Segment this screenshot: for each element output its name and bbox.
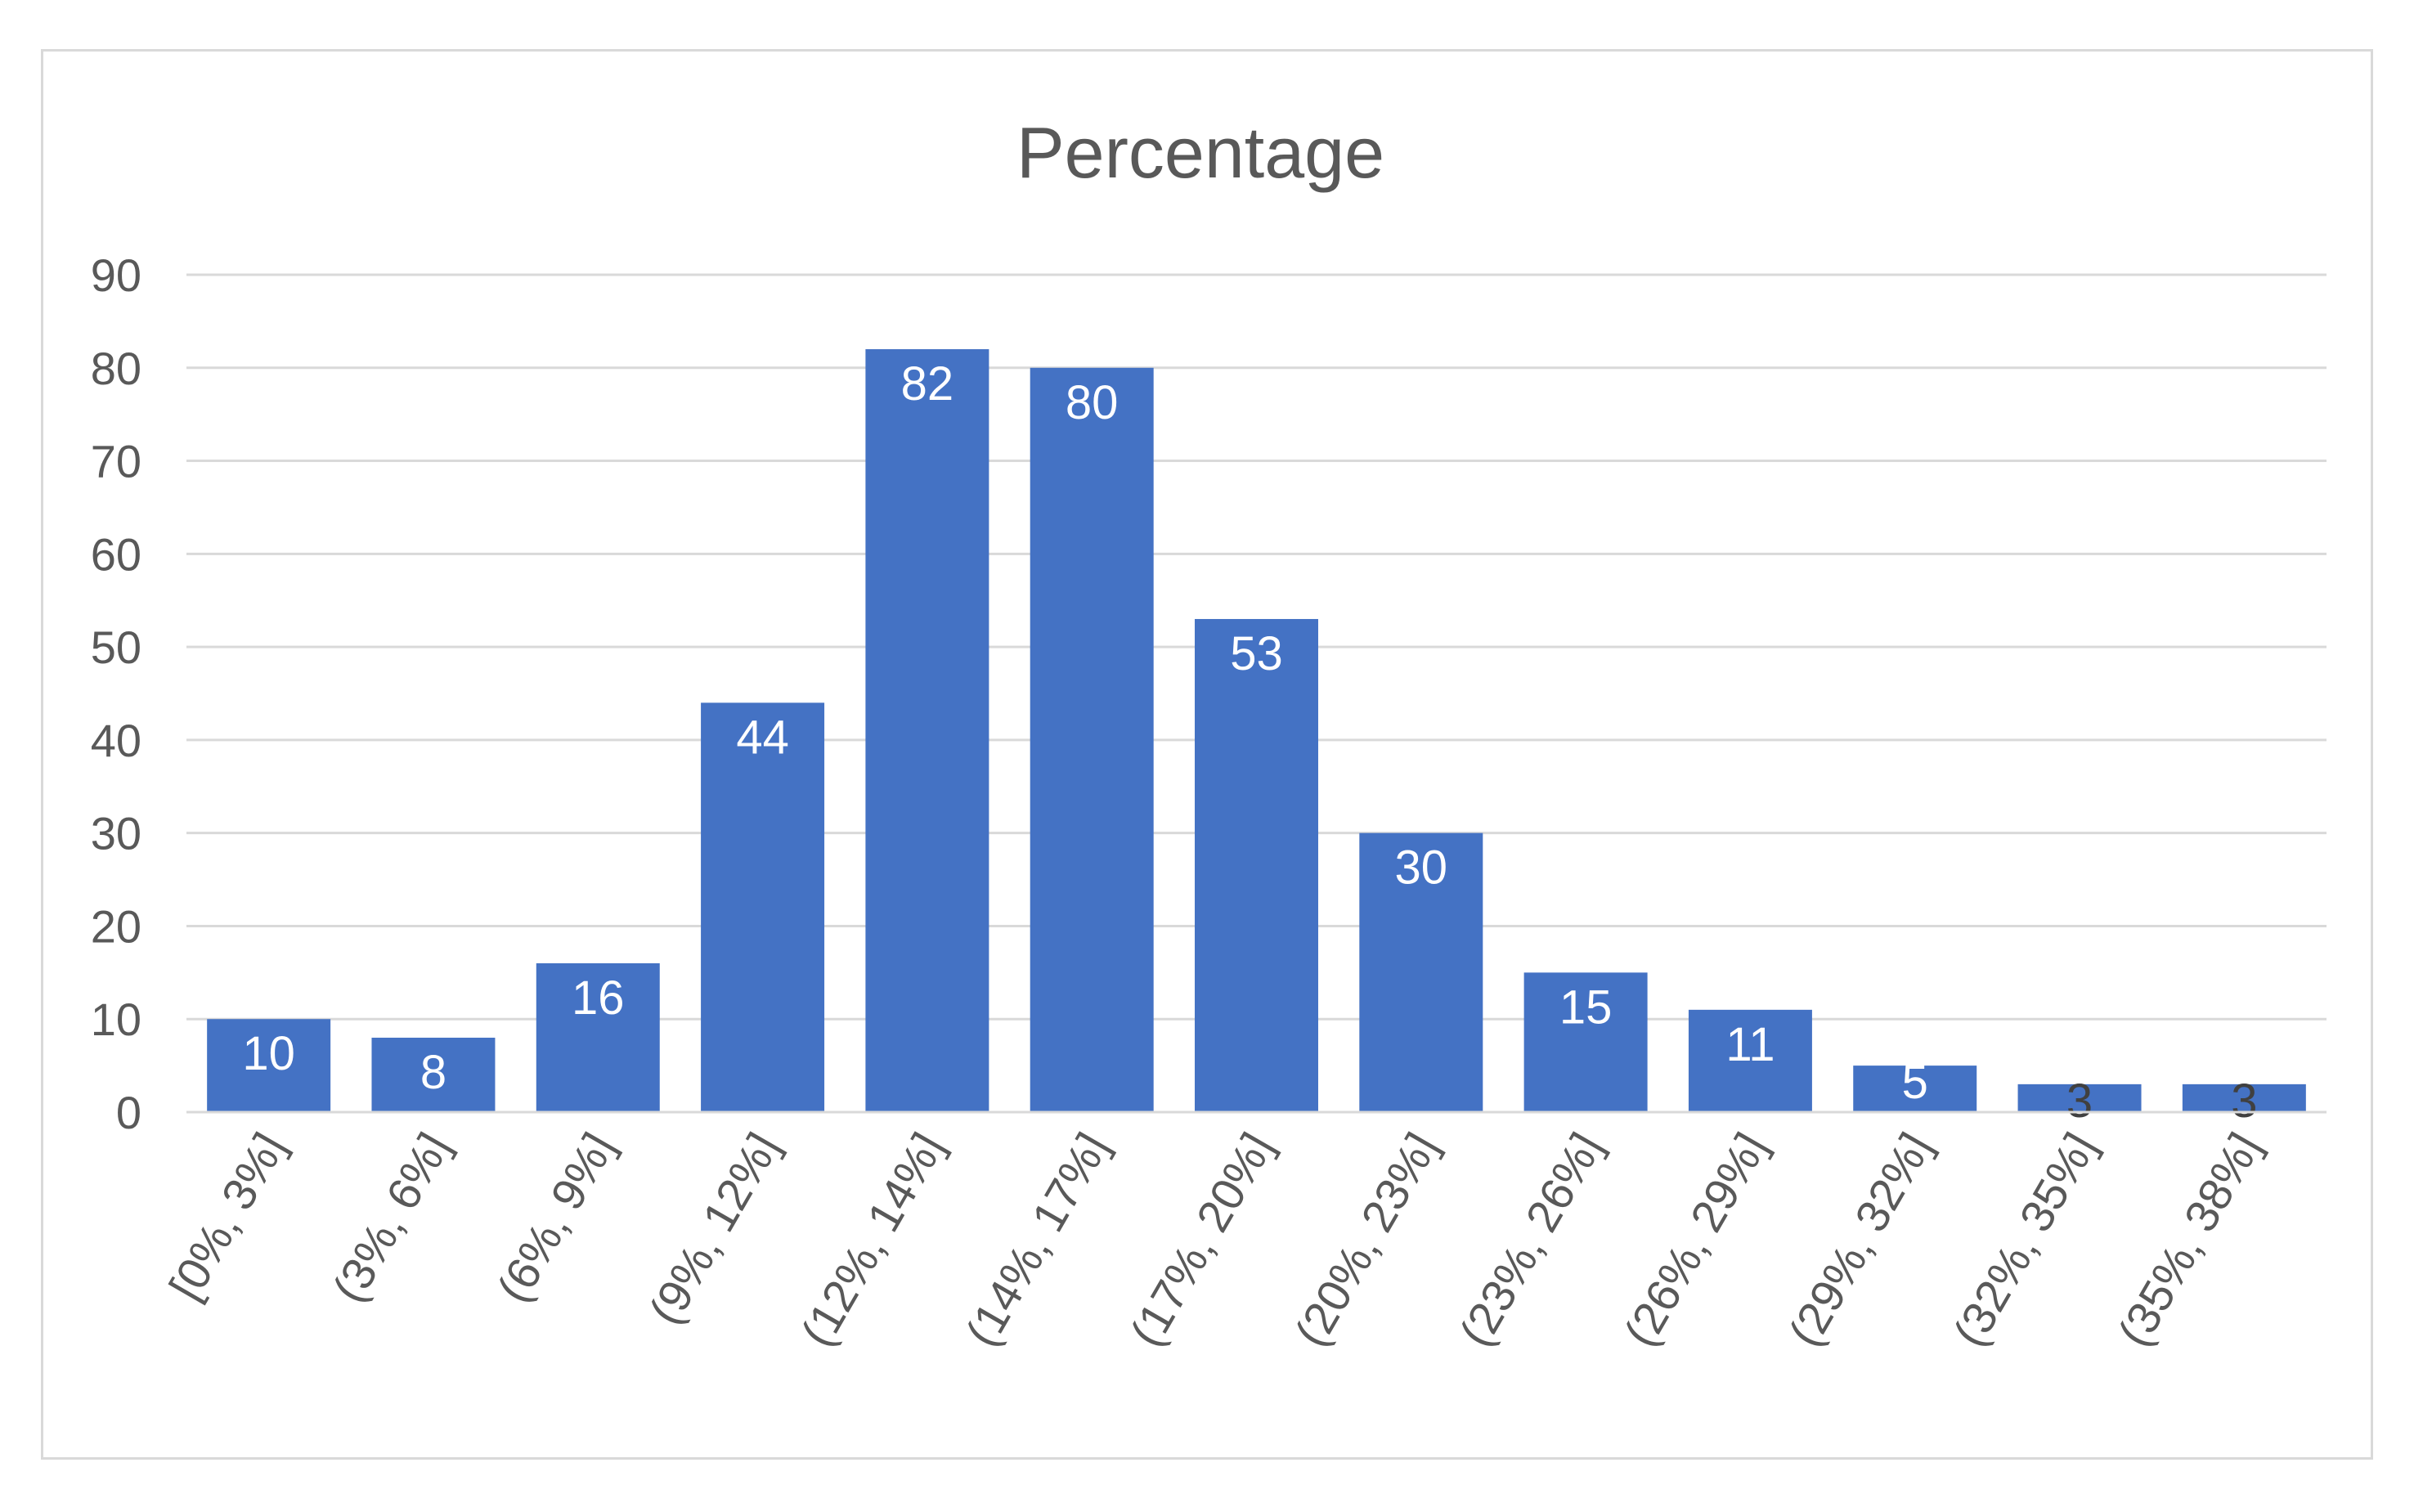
- bar: [701, 702, 825, 1112]
- x-tick-label: (32%, 35%]: [1943, 1124, 2106, 1355]
- bar: [371, 1037, 496, 1112]
- data-label: 15: [1559, 980, 1613, 1034]
- y-tick-label: 80: [91, 343, 141, 394]
- x-tick-label: (9%, 12%]: [639, 1124, 789, 1333]
- bar: [207, 1019, 331, 1112]
- x-tick-label: (35%, 38%]: [2107, 1124, 2270, 1355]
- y-tick-label: 30: [91, 808, 141, 859]
- x-tick-label: (6%, 9%]: [487, 1124, 625, 1311]
- x-tick-label: (20%, 23%]: [1285, 1124, 1447, 1354]
- y-tick-label: 50: [91, 621, 141, 673]
- bar: [1853, 1066, 1977, 1112]
- y-tick-label: 20: [91, 900, 141, 952]
- y-tick-label: 10: [91, 994, 141, 1045]
- data-label: 3: [2066, 1075, 2093, 1128]
- x-tick-label: (23%, 26%]: [1449, 1124, 1612, 1354]
- bar: [1523, 972, 1648, 1112]
- x-tick-label: (17%, 20%]: [1120, 1124, 1283, 1355]
- data-label: 80: [1066, 376, 1119, 429]
- x-tick-label: (12%, 14%]: [791, 1124, 953, 1355]
- data-label: 44: [736, 711, 789, 764]
- bar: [536, 962, 660, 1112]
- x-tick-label: [0%, 3%]: [159, 1124, 295, 1309]
- bar: [2182, 1084, 2306, 1112]
- y-tick-label: 0: [116, 1087, 141, 1138]
- x-tick-label: (26%, 29%]: [1614, 1124, 1777, 1355]
- y-tick-label: 70: [91, 436, 141, 487]
- data-label: 5: [1902, 1056, 1928, 1109]
- y-tick-label: 40: [91, 715, 141, 766]
- bars: [207, 349, 2306, 1112]
- data-label: 53: [1230, 627, 1283, 680]
- data-label: 11: [1725, 1018, 1775, 1071]
- x-axis-ticks: [0%, 3%] (3%, 6%] (6%, 9%] (9%, 12%] (12%, 1…: [159, 1124, 2270, 1354]
- y-tick-label: 90: [91, 249, 141, 301]
- bar: [1688, 1009, 1812, 1112]
- bar: [2017, 1084, 2142, 1112]
- x-tick-label: (3%, 6%]: [322, 1124, 460, 1311]
- bar: [1195, 618, 1318, 1112]
- data-label: 3: [2231, 1075, 2257, 1128]
- data-label: 82: [901, 357, 954, 411]
- y-tick-label: 60: [91, 528, 141, 580]
- bar: [1030, 367, 1154, 1112]
- bar: [865, 349, 989, 1112]
- x-tick-label: (29%, 32%]: [1779, 1124, 1941, 1355]
- data-label: 10: [242, 1027, 295, 1080]
- x-tick-label: (14%, 17%]: [955, 1124, 1118, 1355]
- bar: [1359, 832, 1483, 1112]
- y-axis-ticks: 0 10 20 30 40 50 60 70 80 90: [91, 249, 141, 1138]
- data-label: 8: [420, 1046, 446, 1099]
- data-label: 16: [572, 971, 625, 1025]
- data-label: 30: [1395, 841, 1448, 895]
- chart-title: Percentage: [1016, 112, 1384, 193]
